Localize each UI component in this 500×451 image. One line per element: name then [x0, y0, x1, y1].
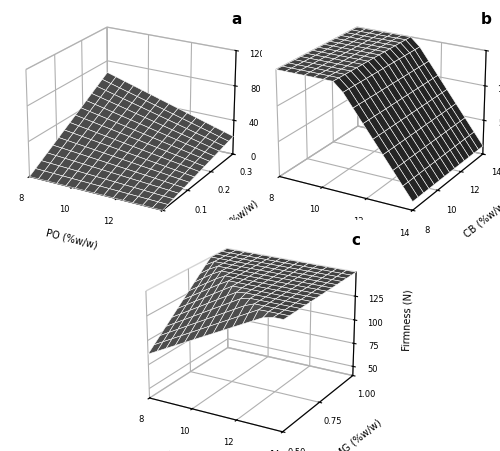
Text: a: a	[231, 11, 241, 27]
X-axis label: CB (%w/w): CB (%w/w)	[165, 449, 218, 451]
X-axis label: PO (%w/w): PO (%w/w)	[295, 228, 348, 250]
Y-axis label: CB (%w/w): CB (%w/w)	[462, 198, 500, 239]
Y-axis label: DMG (%w/w): DMG (%w/w)	[328, 416, 384, 451]
Text: c: c	[351, 232, 360, 248]
Y-axis label: XG (%w/w): XG (%w/w)	[212, 198, 260, 239]
Text: b: b	[481, 11, 492, 27]
X-axis label: PO (%w/w): PO (%w/w)	[45, 228, 98, 250]
